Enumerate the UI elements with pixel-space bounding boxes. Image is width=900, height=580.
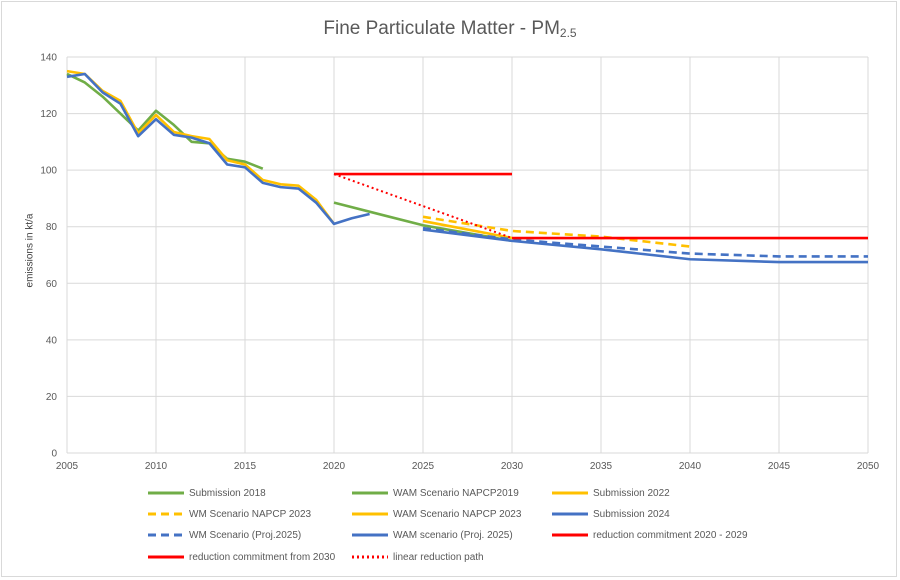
series-line-wm-scenario-napcp-2023 — [422, 215, 691, 248]
legend-swatch — [352, 491, 388, 495]
legend-label: WAM scenario (Proj. 2025) — [393, 529, 513, 541]
series-line-wm-scenario-proj-2025- — [422, 226, 868, 258]
x-tick-label: 2005 — [56, 461, 79, 472]
legend-swatch — [148, 533, 184, 537]
legend-item: WAM scenario (Proj. 2025) — [352, 528, 513, 542]
x-tick-label: 2045 — [768, 461, 791, 472]
legend-swatch — [552, 512, 588, 516]
y-tick-label: 80 — [46, 222, 58, 233]
y-tick-label: 20 — [46, 392, 58, 403]
y-tick-label: 0 — [51, 449, 57, 460]
x-tick-label: 2010 — [145, 461, 168, 472]
series-line-submission-2024 — [66, 72, 370, 226]
chart-title-subscript: 2.5 — [559, 26, 577, 40]
x-tick-label: 2020 — [323, 461, 346, 472]
legend-label: linear reduction path — [393, 551, 484, 563]
legend-label: WAM Scenario NAPCP 2023 — [393, 508, 522, 520]
legend-label: WM Scenario (Proj.2025) — [189, 529, 302, 541]
legend-item: Submission 2022 — [552, 486, 670, 500]
legend-item: WAM Scenario NAPCP 2023 — [352, 507, 521, 521]
x-tick-label: 2040 — [679, 461, 702, 472]
y-tick-label: 40 — [46, 335, 58, 346]
legend-label: reduction commitment from 2030 — [189, 551, 336, 563]
x-tick-label: 2015 — [234, 461, 257, 472]
legend-label: reduction commitment 2020 - 2029 — [593, 529, 748, 541]
series-line-submission-2022 — [66, 69, 336, 225]
legend-item: Submission 2024 — [552, 507, 670, 521]
legend-swatch — [552, 533, 588, 537]
y-tick-label: 140 — [40, 53, 57, 64]
legend-item: linear reduction path — [352, 550, 484, 564]
legend-swatch — [352, 533, 388, 537]
legend-swatch — [552, 491, 588, 495]
legend-label: Submission 2024 — [593, 508, 670, 520]
legend-item: WM Scenario (Proj.2025) — [148, 528, 301, 542]
y-tick-label: 60 — [46, 279, 58, 290]
legend-item: WM Scenario NAPCP 2023 — [148, 507, 311, 521]
x-tick-label: 2025 — [412, 461, 435, 472]
x-tick-label: 2035 — [590, 461, 613, 472]
chart-title: Fine Particulate Matter - PM2.5 — [0, 18, 900, 40]
legend-item: reduction commitment from 2030 — [148, 550, 335, 564]
legend-swatch — [352, 555, 388, 559]
legend-swatch — [148, 555, 184, 559]
x-tick-label: 2030 — [501, 461, 524, 472]
legend-label: WM Scenario NAPCP 2023 — [189, 508, 312, 520]
legend-label: WAM Scenario NAPCP2019 — [393, 487, 519, 499]
series-line-linear-reduction-path — [333, 173, 513, 239]
y-tick-label: 100 — [40, 166, 57, 177]
legend-label: Submission 2022 — [593, 487, 670, 499]
x-tick-label: 2050 — [857, 461, 880, 472]
legend-swatch — [148, 512, 184, 516]
legend-item: Submission 2018 — [148, 486, 266, 500]
series-line-submission-2018 — [66, 72, 264, 170]
legend-item: reduction commitment 2020 - 2029 — [552, 528, 748, 542]
series-line-wam-scenario-napcp-2023 — [422, 219, 513, 240]
chart-title-text: Fine Particulate Matter - PM — [323, 18, 560, 39]
legend-swatch — [352, 512, 388, 516]
legend-swatch — [148, 491, 184, 495]
series-line-wam-scenario-proj-2025- — [422, 228, 868, 264]
legend-label: Submission 2018 — [189, 487, 266, 499]
legend-item: WAM Scenario NAPCP2019 — [352, 486, 519, 500]
y-tick-label: 120 — [40, 109, 57, 120]
